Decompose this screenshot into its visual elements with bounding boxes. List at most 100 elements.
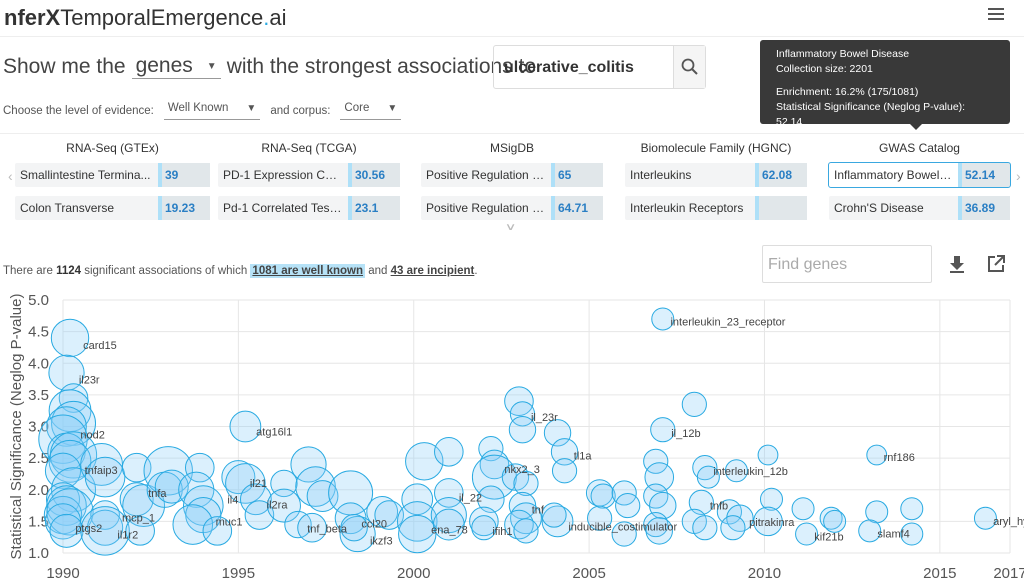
bubble[interactable]	[244, 500, 275, 530]
bubble[interactable]	[651, 307, 675, 331]
app-logo[interactable]: nferXTemporalEmergence.ai	[4, 5, 286, 31]
bubble[interactable]	[720, 515, 746, 541]
bubble[interactable]	[86, 509, 124, 546]
bubble[interactable]	[509, 401, 536, 427]
bubble[interactable]	[692, 455, 718, 481]
bubble[interactable]	[125, 516, 155, 546]
bubble[interactable]	[434, 437, 464, 467]
card-item[interactable]: Colon Transverse 19.23	[15, 196, 210, 220]
bubble[interactable]	[50, 318, 90, 358]
bubble[interactable]	[900, 522, 924, 546]
well-known-link[interactable]: 1081 are well known	[250, 264, 366, 278]
bubble[interactable]	[513, 518, 539, 544]
bubble[interactable]	[541, 505, 574, 538]
bubble[interactable]	[405, 442, 444, 481]
card-item[interactable]: Pd-1 Correlated Testicu... 23.1	[218, 196, 400, 220]
bubble[interactable]	[154, 469, 189, 504]
bubble[interactable]	[84, 456, 126, 498]
card-item[interactable]: PD-1 Expression Correl... 30.56	[218, 163, 400, 187]
bubble[interactable]	[615, 492, 641, 519]
bubble[interactable]	[401, 483, 434, 516]
bubble[interactable]	[339, 515, 376, 553]
bubble[interactable]	[724, 459, 748, 483]
card-item[interactable]: Smallintestine Termina... 39	[15, 163, 210, 187]
bubble[interactable]	[643, 448, 669, 474]
bubble[interactable]	[48, 389, 92, 433]
evidence-dropdown[interactable]: Well Known ▼	[163, 102, 261, 120]
bubble[interactable]	[513, 470, 539, 497]
card-item[interactable]: Interleukins 62.08	[625, 163, 807, 187]
open-external-icon[interactable]	[986, 254, 1006, 274]
chevron-down-icon[interactable]: ∨	[504, 222, 517, 233]
bubble[interactable]	[297, 512, 327, 543]
bubble[interactable]	[823, 509, 847, 533]
bubble[interactable]	[80, 506, 130, 556]
entity-dropdown[interactable]: genes ▼	[131, 54, 221, 79]
bubble[interactable]	[471, 515, 497, 541]
bubble[interactable]	[172, 504, 214, 545]
card-item[interactable]: Positive Regulation Of ... 65	[421, 163, 603, 187]
bubble[interactable]	[611, 480, 637, 506]
bubble[interactable]	[469, 506, 499, 537]
bubble[interactable]	[587, 505, 613, 531]
bubble[interactable]	[432, 508, 465, 541]
incipient-link[interactable]: 43 are incipient	[390, 265, 475, 277]
bubble[interactable]	[611, 521, 637, 547]
bubble[interactable]	[202, 516, 233, 546]
bubble[interactable]	[645, 517, 673, 545]
bubble[interactable]	[551, 458, 578, 484]
bubble[interactable]	[398, 514, 437, 554]
bubble[interactable]	[795, 522, 819, 546]
bubble[interactable]	[396, 501, 438, 542]
bubble[interactable]	[49, 513, 84, 548]
bubble[interactable]	[543, 419, 572, 447]
bubble[interactable]	[541, 502, 567, 528]
bubble[interactable]	[696, 465, 720, 489]
card-item[interactable]: Interleukin Receptors	[625, 196, 807, 220]
bubble[interactable]	[973, 506, 997, 530]
bubble[interactable]	[178, 471, 215, 508]
bubble[interactable]	[791, 497, 815, 521]
bubble[interactable]	[479, 449, 510, 480]
bubble[interactable]	[753, 506, 783, 537]
bubble[interactable]	[508, 415, 537, 444]
bubble[interactable]	[478, 436, 504, 462]
bubble[interactable]	[759, 487, 783, 511]
bubble[interactable]	[46, 482, 80, 517]
hamburger-menu-icon[interactable]	[988, 8, 1004, 22]
card-item[interactable]: Crohn'S Disease 36.89	[829, 196, 1010, 220]
bubble[interactable]	[295, 466, 336, 507]
bubble[interactable]	[182, 485, 224, 526]
card-item[interactable]: Positive Regulation Of I... 64.71	[421, 196, 603, 220]
bubble[interactable]	[900, 497, 924, 521]
bubble[interactable]	[757, 444, 779, 466]
search-field[interactable]: ulcerative_colitis	[493, 45, 706, 89]
bubble[interactable]	[340, 514, 368, 542]
bubble[interactable]	[306, 480, 339, 512]
download-icon[interactable]	[948, 254, 966, 274]
bubble[interactable]	[184, 452, 215, 483]
bubble[interactable]	[550, 438, 579, 466]
bubble[interactable]	[477, 485, 505, 513]
bubble[interactable]	[290, 446, 327, 483]
bubble[interactable]	[225, 463, 266, 504]
bubble[interactable]	[504, 509, 534, 540]
corpus-dropdown[interactable]: Core ▼	[340, 102, 402, 120]
card-item-selected[interactable]: Inflammatory Bowel Di... 52.14	[828, 162, 1011, 188]
bubble[interactable]	[266, 488, 301, 523]
bubble[interactable]	[122, 484, 166, 527]
search-button[interactable]	[673, 46, 705, 88]
bubble[interactable]	[819, 506, 843, 530]
bubble[interactable]	[858, 519, 882, 543]
bubble[interactable]	[590, 483, 616, 509]
chevron-left-icon[interactable]: ‹	[8, 168, 13, 184]
bubble[interactable]	[692, 515, 718, 541]
search-input[interactable]: ulcerative_colitis	[504, 59, 634, 76]
bubble[interactable]	[221, 460, 256, 495]
bubble[interactable]	[430, 496, 467, 534]
bubble[interactable]	[643, 511, 669, 538]
find-genes-input[interactable]: Find genes	[762, 245, 932, 283]
bubble[interactable]	[681, 391, 707, 417]
bubble[interactable]	[374, 500, 404, 530]
